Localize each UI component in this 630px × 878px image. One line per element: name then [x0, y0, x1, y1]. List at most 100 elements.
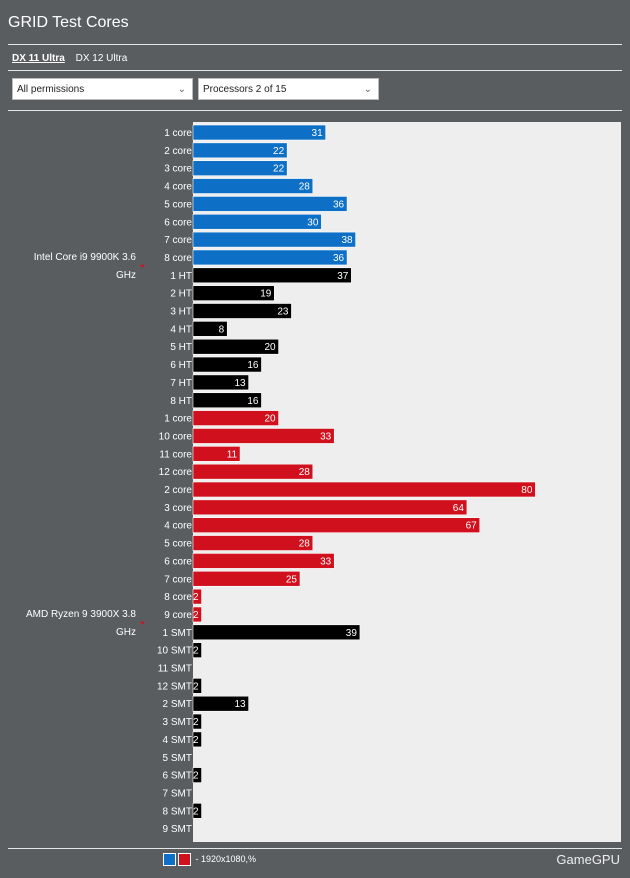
bar-value-label: 13 [235, 699, 247, 710]
bar [192, 570, 301, 587]
category-label: 4 HT [170, 324, 192, 335]
bar [192, 392, 262, 409]
bar [192, 178, 314, 194]
tab-dx12-ultra[interactable]: DX 12 Ultra [75, 53, 128, 64]
category-label: 4 core [164, 521, 192, 532]
bar-value-label: 2 [193, 771, 199, 782]
bar [192, 213, 322, 230]
bar-value-label: 2 [193, 806, 199, 817]
bar [192, 374, 249, 391]
tabs-divider [8, 70, 622, 71]
bar-value-label: 39 [346, 628, 358, 639]
bar-value-label: 33 [320, 556, 332, 567]
category-label: 4 SMT [163, 735, 192, 746]
tab-dx11-ultra[interactable]: DX 11 Ultra [12, 53, 65, 64]
filters-divider [8, 110, 622, 111]
bar-value-label: 28 [299, 182, 311, 193]
bar-value-label: 36 [333, 253, 345, 264]
bar [192, 517, 481, 534]
category-label: 12 SMT [157, 681, 192, 692]
category-label: 5 SMT [163, 753, 192, 764]
bar [192, 410, 279, 426]
bar [192, 160, 288, 177]
bar [192, 303, 292, 319]
bar [192, 499, 468, 516]
category-label: 2 core [164, 146, 192, 157]
category-label: 3 core [164, 503, 192, 514]
bar [192, 481, 536, 498]
bar-value-label: 67 [466, 521, 478, 532]
group-marker-icon [140, 621, 145, 625]
bar [192, 553, 335, 569]
bar [192, 338, 279, 355]
group-marker-icon [140, 264, 145, 268]
category-label: 2 SMT [163, 699, 192, 710]
bar-value-label: 2 [193, 735, 199, 746]
bar [192, 356, 262, 373]
bar [192, 267, 352, 284]
bar-value-label: 33 [320, 431, 332, 442]
group-label: AMD Ryzen 9 3900X 3.8 [26, 609, 136, 620]
bar [192, 463, 314, 480]
bar-value-label: 28 [299, 539, 311, 550]
bar-value-label: 64 [453, 503, 465, 514]
legend-swatch-blue [163, 853, 176, 866]
bar-value-label: 25 [286, 574, 298, 585]
category-label: 6 SMT [163, 771, 192, 782]
tab-bar: DX 11 Ultra DX 12 Ultra [12, 53, 135, 64]
bar [192, 321, 228, 337]
bar-value-label: 20 [264, 342, 276, 353]
category-label: 10 core [159, 431, 193, 442]
bar-value-label: 19 [260, 289, 272, 300]
bar-value-label: 2 [193, 610, 199, 621]
bar-value-label: 16 [247, 396, 259, 407]
bar-value-label: 37 [337, 271, 349, 282]
bar-value-label: 22 [273, 146, 285, 157]
bar [192, 713, 202, 730]
bar [192, 196, 348, 212]
category-label: 1 SMT [163, 628, 192, 639]
legend: - 1920x1080,% [163, 853, 256, 866]
category-label: 3 core [164, 164, 192, 175]
bar-value-label: 31 [312, 128, 324, 139]
group-label: GHz [116, 627, 136, 638]
category-label: 2 core [164, 485, 192, 496]
permissions-select-value: All permissions [17, 84, 85, 95]
category-label: 7 HT [170, 378, 192, 389]
bar-value-label: 11 [227, 449, 238, 460]
bar-value-label: 8 [219, 324, 225, 335]
bar-value-label: 2 [193, 717, 199, 728]
bar-value-label: 30 [307, 217, 319, 228]
bar-value-label: 2 [193, 681, 199, 692]
processors-select[interactable]: Processors 2 of 15 ⌄ [198, 78, 379, 100]
bar [192, 142, 288, 159]
category-label: 4 core [164, 182, 192, 193]
bar-value-label: 2 [193, 592, 199, 603]
category-label: 5 HT [170, 342, 192, 353]
category-label: 6 HT [170, 360, 192, 371]
category-label: 9 core [164, 610, 192, 621]
category-label: 1 HT [170, 271, 192, 282]
category-label: 6 core [164, 217, 192, 228]
brand-logo-text: GameGPU [556, 852, 620, 867]
legend-swatch-red [178, 853, 191, 866]
category-label: 11 core [159, 449, 192, 460]
footer-divider [8, 848, 622, 849]
permissions-select[interactable]: All permissions ⌄ [12, 78, 193, 100]
page-title: GRID Test Cores [8, 14, 129, 31]
chevron-down-icon: ⌄ [177, 84, 186, 95]
bar [192, 428, 335, 444]
bar [192, 124, 326, 141]
group-label: GHz [116, 270, 136, 281]
bar [192, 695, 249, 712]
category-label: 2 HT [170, 289, 192, 300]
bar [192, 535, 314, 551]
bar [192, 731, 202, 748]
category-label: 10 SMT [157, 646, 192, 657]
bar [192, 624, 361, 641]
category-label: 7 SMT [163, 788, 192, 799]
category-label: 8 core [164, 253, 192, 264]
bar [192, 445, 241, 462]
bar [192, 642, 202, 658]
